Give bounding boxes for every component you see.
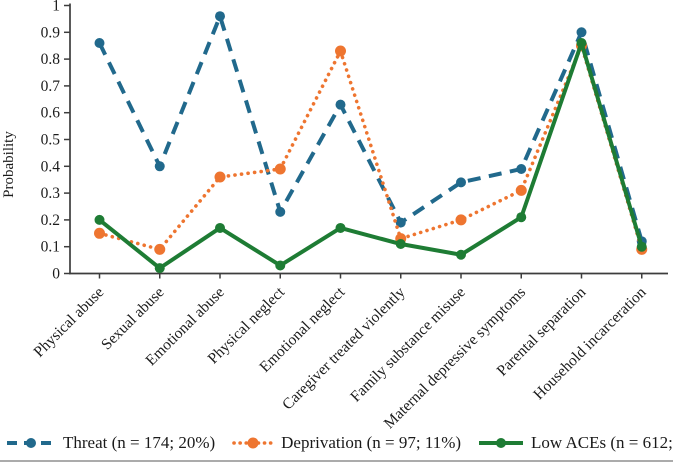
y-tick-label: 0.8 <box>41 51 61 68</box>
series-marker-threat <box>576 27 587 38</box>
series-marker-low-aces <box>275 260 286 271</box>
y-tick-label: 0.2 <box>41 212 60 229</box>
y-tick-label: 0.9 <box>41 24 61 41</box>
x-category-label: Physical abuse <box>30 284 107 361</box>
series-marker-threat <box>516 163 527 174</box>
legend-item-low-aces: Low ACEs (n = 612; 69%) <box>478 433 673 453</box>
low-aces-solid-line-icon <box>479 438 524 448</box>
series-marker-deprivation <box>515 184 527 196</box>
series-marker-low-aces <box>636 241 647 252</box>
series-marker-threat <box>154 161 165 172</box>
series-marker-low-aces <box>215 222 225 233</box>
series-marker-low-aces <box>576 38 587 49</box>
x-category-label: Caregiver treated violently <box>279 284 409 414</box>
legend-label-deprivation: Deprivation (n = 97; 11%) <box>281 433 462 452</box>
series-marker-deprivation <box>214 171 226 183</box>
legend-item-deprivation: Deprivation (n = 97; 11%) <box>232 433 461 453</box>
legend-item-threat: Threat (n = 174; 20%) <box>6 433 215 453</box>
chart-plot-area: 0 0.1 0.2 0.3 0.4 0.5 0.6 0.7 0.8 0.9 1 Probability… <box>1 0 668 432</box>
series-marker-threat <box>395 217 406 228</box>
y-tick-label: 0 <box>52 266 60 283</box>
series-marker-deprivation <box>335 45 346 57</box>
series-marker-threat <box>94 38 105 49</box>
y-tick-label: 0.6 <box>41 105 61 122</box>
y-tick-label: 1 <box>52 0 60 15</box>
x-category-label: Family substance misuse <box>347 284 469 406</box>
series-marker-threat <box>275 206 286 217</box>
legend-label-threat: Threat (n = 174; 20%) <box>63 433 216 452</box>
series-marker-deprivation <box>154 243 166 255</box>
series-line-deprivation <box>97 43 644 252</box>
y-tick-label: 0.4 <box>41 158 61 175</box>
series-marker-low-aces <box>94 214 105 225</box>
y-tick-label: 0.1 <box>41 239 60 256</box>
series-marker-low-aces <box>516 212 527 223</box>
series-marker-threat <box>215 11 225 22</box>
series-marker-low-aces <box>395 239 406 250</box>
y-tick-label: 0.7 <box>41 78 61 95</box>
legend-label-low-aces: Low ACEs (n = 612; 69%) <box>531 433 673 452</box>
figure-bottom-border <box>0 460 673 462</box>
series-marker-threat <box>335 99 346 110</box>
threat-dashed-line-icon <box>7 438 55 448</box>
series-marker-deprivation <box>274 163 286 175</box>
chart-legend: Threat (n = 174; 20%) Deprivation (n = 9… <box>6 433 673 453</box>
y-tick-label: 0.5 <box>41 132 61 149</box>
series-line-threat <box>97 14 644 242</box>
deprivation-dotted-line-icon <box>232 437 274 449</box>
series-marker-deprivation <box>455 214 467 226</box>
series-marker-low-aces <box>154 263 165 274</box>
y-tick-label: 0.3 <box>41 185 61 202</box>
series-marker-threat <box>456 177 466 188</box>
y-axis-title: Probability <box>1 131 17 198</box>
series-marker-low-aces <box>335 222 346 233</box>
series-marker-low-aces <box>456 249 466 260</box>
series-marker-deprivation <box>94 227 105 239</box>
x-category-label: Household incarceration <box>530 284 650 404</box>
series-line-low-aces <box>98 41 644 271</box>
